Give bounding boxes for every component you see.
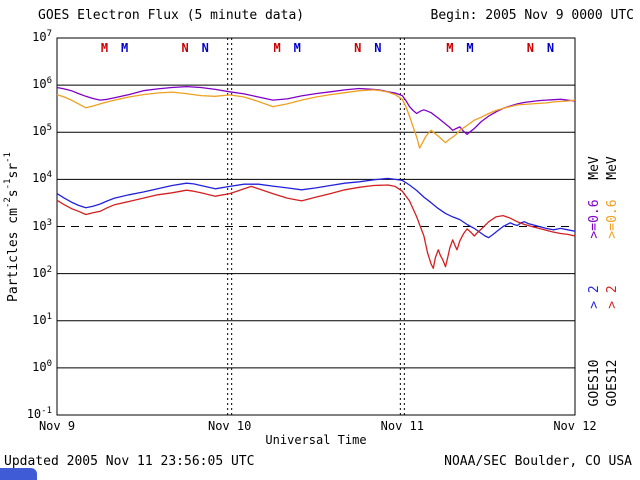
series-goes10-gt2 <box>56 177 576 239</box>
y-axis-label-part: Particles cm <box>5 208 21 302</box>
satellite-noon-marker: N <box>527 41 534 55</box>
legend-satellite-goes10: GOES10 <box>586 323 602 443</box>
x-tick-label: Nov 12 <box>553 419 597 433</box>
legend-gt2-text: > 2 <box>604 285 620 309</box>
x-tick-label: Nov 11 <box>380 419 424 433</box>
satellite-midnight-marker: M <box>294 41 301 55</box>
series-goes12-gt2 <box>56 184 576 269</box>
chart-title: GOES Electron Flux (5 minute data) <box>38 8 305 23</box>
x-axis-ticks: Nov 9 Nov 10 Nov 11 Nov 12 <box>0 419 640 435</box>
credit-noaa: NOAA/SEC Boulder, CO USA <box>444 454 632 469</box>
x-axis-label: Universal Time <box>265 433 367 447</box>
y-axis-label-part: s <box>5 189 21 198</box>
legend-ge06-text: >=0.6 <box>604 199 620 239</box>
plot-frame <box>56 37 576 416</box>
y-tick-label: 105 <box>32 123 52 139</box>
corner-blue-fragment <box>0 468 37 480</box>
legend-satellite-goes12: GOES12 <box>604 323 620 443</box>
y-tick-label: 104 <box>32 170 52 186</box>
y-axis-label-part: sr <box>5 162 21 179</box>
y-tick-label: 101 <box>32 311 52 327</box>
x-tick-label: Nov 10 <box>207 419 252 433</box>
updated-timestamp: Updated 2005 Nov 11 23:56:05 UTC <box>4 454 255 469</box>
satellite-noon-marker: N <box>181 41 188 55</box>
satellite-noon-marker: N <box>374 41 381 55</box>
satellite-midnight-marker: M <box>101 41 108 55</box>
y-axis-label-part: -1 <box>3 178 13 190</box>
y-axis-label-part: -1 <box>3 152 13 163</box>
satellite-midnight-marker: M <box>274 41 281 55</box>
satellite-noon-marker: N <box>354 41 361 55</box>
y-tick-label: 10-1 <box>26 406 52 421</box>
x-tick-label: Nov 9 <box>38 419 76 433</box>
y-axis-label-part: -2 <box>3 197 13 209</box>
y-tick-label: 100 <box>32 358 52 374</box>
y-tick-label: 102 <box>32 264 52 280</box>
satellite-noon-marker: N <box>202 41 209 55</box>
legend-goes10-text: GOES10 <box>586 359 602 407</box>
y-tick-label: 107 <box>32 29 52 44</box>
y-tick-label: 103 <box>32 217 52 233</box>
legend-goes12-text: GOES12 <box>604 359 620 407</box>
begin-timestamp: Begin: 2005 Nov 9 0000 UTC <box>430 8 635 23</box>
satellite-midnight-marker: M <box>121 41 128 55</box>
y-tick-label: 106 <box>32 76 52 92</box>
legend-ge06-text: >=0.6 <box>586 199 602 239</box>
satellite-noon-marker: N <box>547 41 554 55</box>
satellite-midnight-marker: M <box>446 41 453 55</box>
legend-gt2-text: > 2 <box>586 285 602 309</box>
series-goes12-ge06 <box>56 89 576 149</box>
y-axis-label: Particles cm -2 s -1 sr -1 <box>3 77 21 377</box>
satellite-midnight-marker: M <box>466 41 473 55</box>
